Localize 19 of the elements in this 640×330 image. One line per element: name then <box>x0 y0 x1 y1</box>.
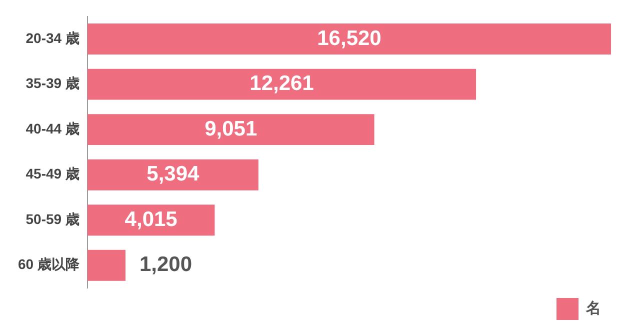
data-label: 12,261 <box>250 72 314 96</box>
y-tick-label: 45-49 歳 <box>26 166 80 182</box>
data-label: 9,051 <box>204 117 258 140</box>
data-label: 16,520 <box>317 26 382 50</box>
y-tick-label: 60 歳以降 <box>18 256 80 272</box>
y-tick-label: 50-59 歳 <box>26 210 80 227</box>
bar <box>87 250 126 281</box>
data-label: 5,394 <box>146 162 200 186</box>
y-tick-label: 40-44 歳 <box>26 120 80 136</box>
y-tick-label: 35-39 歳 <box>26 75 80 92</box>
data-label: 4,015 <box>124 208 178 231</box>
bar <box>87 24 611 55</box>
legend-label: 名 <box>585 300 601 318</box>
data-label: 1,200 <box>139 253 192 276</box>
bar <box>87 68 476 100</box>
bar <box>87 204 215 236</box>
bar <box>87 114 374 146</box>
bar <box>87 159 258 190</box>
y-tick-label: 20-34 歳 <box>26 30 80 46</box>
